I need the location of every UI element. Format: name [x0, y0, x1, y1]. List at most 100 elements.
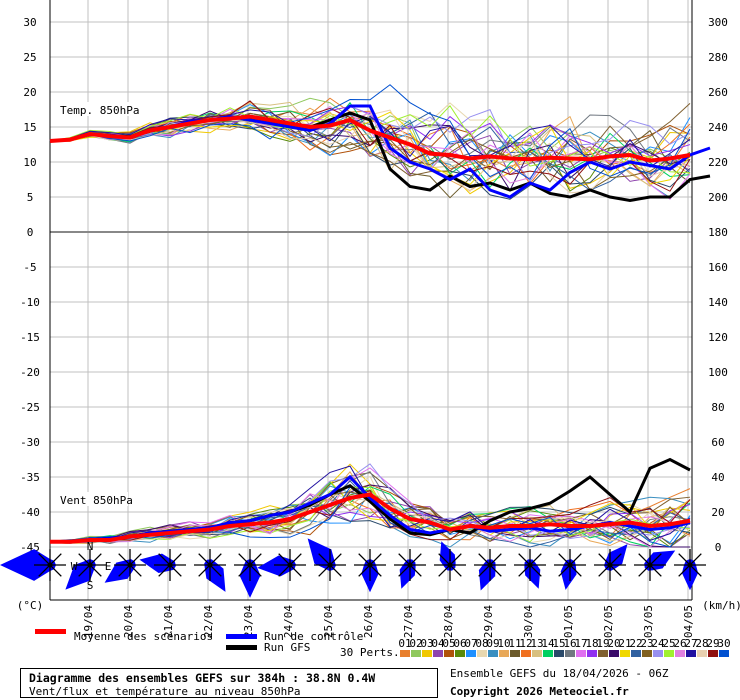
pert-swatch — [642, 650, 652, 657]
wind-rose — [65, 549, 106, 590]
wind-rose-center — [327, 562, 333, 568]
pert-number: 08 — [475, 637, 488, 650]
pert-swatch — [499, 650, 509, 657]
pert-swatch — [466, 650, 476, 657]
pert-swatch — [455, 650, 465, 657]
x-tick-label: 26/04 — [362, 605, 375, 638]
pert-swatch — [653, 650, 663, 657]
y-tick-right-temp: 300 — [708, 16, 728, 29]
y-tick-right-wind: 100 — [708, 366, 728, 379]
y-tick-left-temp: 25 — [23, 51, 36, 64]
pert-swatch — [411, 650, 421, 657]
wind-rose-center — [287, 562, 293, 568]
x-tick-label: 02/05 — [602, 605, 615, 638]
y-tick-left-temp: 5 — [27, 191, 34, 204]
wind-rose-center — [247, 562, 253, 568]
pert-number: 18 — [585, 637, 598, 650]
pert-number: 26 — [673, 637, 686, 650]
pert-swatch — [565, 650, 575, 657]
pert-swatch — [543, 650, 553, 657]
x-tick-label: 01/05 — [562, 605, 575, 638]
wind-rose — [594, 544, 628, 581]
pert-swatch — [708, 650, 718, 657]
y-tick-right-wind: 0 — [715, 541, 722, 554]
pert-line-temp — [49, 107, 691, 192]
pert-number: 15 — [552, 637, 565, 650]
pert-number: 04 — [431, 637, 445, 650]
legend-perts-label: 30 Perts. — [340, 646, 400, 659]
temp-panel-label: Temp. 850hPa — [60, 104, 139, 117]
legend-gfs-label: Run GFS — [264, 641, 311, 654]
wind-rose-center — [207, 562, 213, 568]
pert-number: 05 — [442, 637, 455, 650]
pert-swatch — [697, 650, 707, 657]
compass-n: N — [87, 540, 94, 553]
unit-left: (°C) — [17, 599, 44, 612]
pert-swatch — [719, 650, 729, 657]
y-tick-right-wind: 80 — [711, 401, 724, 414]
x-tick-label: 22/04 — [202, 605, 215, 638]
wind-rose-center — [487, 562, 493, 568]
pert-swatch — [477, 650, 487, 657]
pert-number: 24 — [651, 637, 665, 650]
y-tick-right-temp: 180 — [708, 226, 728, 239]
label-bg — [56, 492, 128, 506]
pert-line-temp — [49, 100, 691, 192]
pert-number: 30 — [717, 637, 730, 650]
pert-number: 21 — [618, 637, 631, 650]
pert-swatch — [664, 650, 674, 657]
wind-rose — [474, 549, 506, 591]
x-tick-label: 27/04 — [402, 605, 415, 638]
pert-line-temp — [49, 84, 691, 180]
run-info: Ensemble GEFS du 18/04/2026 - 06Z — [450, 667, 669, 680]
pert-swatch — [554, 650, 564, 657]
x-tick-label: 24/04 — [282, 605, 295, 638]
y-tick-right-wind: 20 — [711, 506, 724, 519]
wind-rose — [0, 549, 66, 581]
chart-subtitle: Vent/flux et température au niveau 850hP… — [29, 685, 301, 698]
wind-rose — [674, 549, 706, 591]
x-tick-label: 03/05 — [642, 605, 655, 638]
label-bg — [56, 102, 134, 116]
pert-number: 27 — [684, 637, 697, 650]
pert-number: 10 — [497, 637, 510, 650]
pert-swatch — [598, 650, 608, 657]
pert-swatch — [576, 650, 586, 657]
mean-line-wind — [50, 492, 691, 544]
wind-rose — [434, 541, 466, 581]
y-tick-left-temp: 10 — [23, 156, 36, 169]
y-tick-left-wind: -15 — [20, 331, 40, 344]
y-tick-left-temp: 20 — [23, 86, 36, 99]
y-tick-left-temp: 0 — [27, 226, 34, 239]
pert-number: 14 — [541, 637, 555, 650]
pert-swatch — [521, 650, 531, 657]
pert-swatch — [532, 650, 542, 657]
pert-swatch — [686, 650, 696, 657]
compass-s: S — [87, 579, 94, 592]
wind-rose-center — [607, 562, 613, 568]
y-tick-right-temp: 280 — [708, 51, 728, 64]
mean-line-temp — [49, 114, 691, 163]
wind-rose — [234, 549, 266, 598]
pert-line-temp — [49, 112, 691, 199]
pert-number: 13 — [530, 637, 543, 650]
y-tick-left-wind: -25 — [20, 401, 40, 414]
pert-swatch — [510, 650, 520, 657]
x-tick-label: 25/04 — [322, 605, 335, 638]
x-tick-label: 23/04 — [242, 605, 255, 638]
wind-rose — [194, 549, 226, 592]
pert-number: 02 — [409, 637, 422, 650]
wind-rose-center — [447, 562, 453, 568]
legend-control-label: Run de contrôle — [264, 630, 364, 643]
x-tick-label: 28/04 — [442, 605, 455, 638]
pert-number: 01 — [398, 637, 411, 650]
unit-right: (km/h) — [702, 599, 740, 612]
pert-swatch — [444, 650, 454, 657]
x-tick-label: 19/04 — [82, 605, 95, 638]
wind-rose — [139, 549, 186, 581]
legend-mean-swatch — [35, 629, 66, 634]
wind-rose — [514, 549, 546, 589]
wind-rose — [307, 538, 346, 581]
